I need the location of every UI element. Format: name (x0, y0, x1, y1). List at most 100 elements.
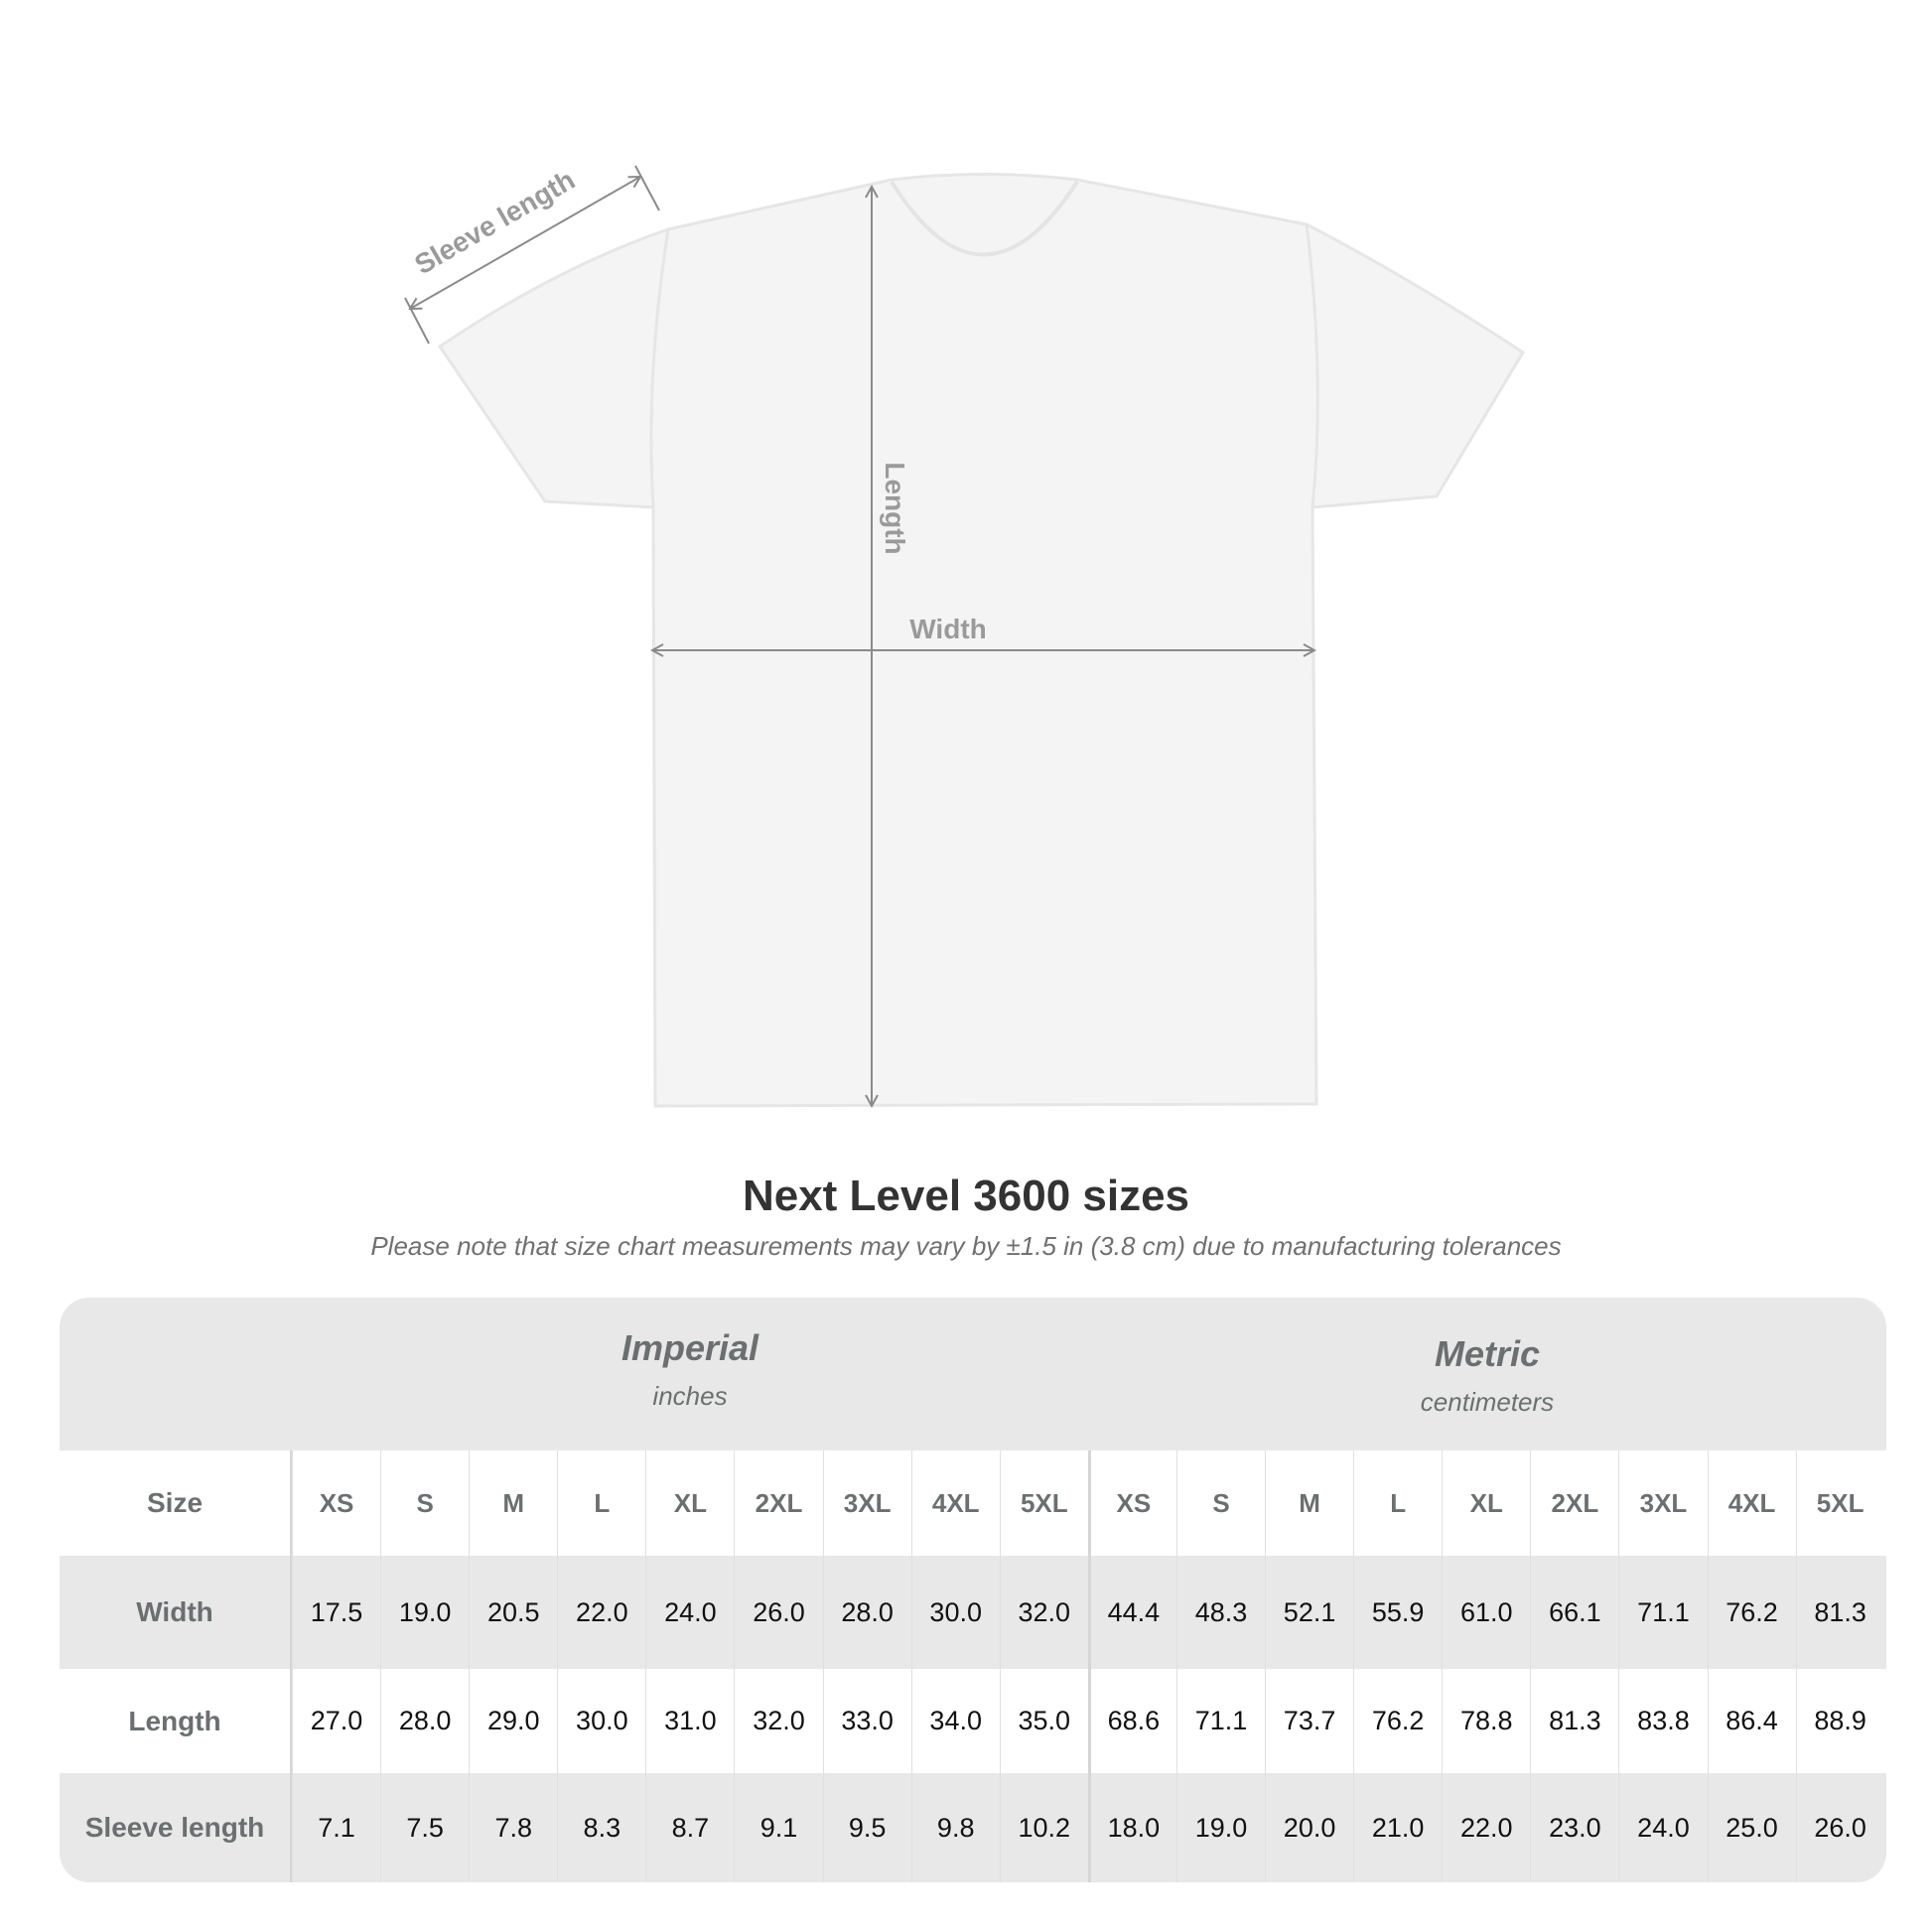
imperial-value: 17.5 (292, 1556, 380, 1669)
size-chart-table: Imperial inches Metric centimeters Size X… (60, 1298, 1886, 1882)
metric-size-m: M (1265, 1450, 1353, 1556)
tolerance-note: Please note that size chart measurements… (370, 1231, 1562, 1261)
metric-value: 19.0 (1175, 1773, 1265, 1882)
table-row-width: Width 17.5 19.0 20.5 22.0 24.0 26.0 28.0 30.0 32.… (60, 1556, 1886, 1669)
tshirt-diagram: Sleeve length Length Width (404, 164, 1526, 1152)
metric-value: 20.0 (1265, 1773, 1353, 1882)
imperial-value: 24.0 (645, 1556, 734, 1669)
imperial-size-3xl: 3XL (822, 1450, 911, 1556)
imperial-value: 20.5 (469, 1556, 557, 1669)
imperial-size-4xl: 4XL (910, 1450, 1000, 1556)
metric-value: 23.0 (1530, 1773, 1618, 1882)
imperial-size-s: S (380, 1450, 469, 1556)
metric-value: 44.4 (1087, 1556, 1176, 1669)
metric-value: 86.4 (1707, 1669, 1796, 1773)
row-label: Width (60, 1556, 292, 1669)
imperial-value: 7.1 (292, 1773, 380, 1882)
metric-value: 26.0 (1795, 1773, 1884, 1882)
metric-value: 18.0 (1087, 1773, 1176, 1882)
table-header: Imperial inches Metric centimeters (60, 1298, 1886, 1450)
imperial-size-xl: XL (645, 1450, 734, 1556)
metric-value: 71.1 (1175, 1669, 1265, 1773)
metric-value: 83.8 (1618, 1669, 1707, 1773)
imperial-value: 9.1 (734, 1773, 822, 1882)
imperial-value: 22.0 (557, 1556, 645, 1669)
imperial-value: 31.0 (645, 1669, 734, 1773)
imperial-value: 35.0 (999, 1669, 1088, 1773)
metric-size-2xl: 2XL (1530, 1450, 1618, 1556)
imperial-value: 28.0 (822, 1556, 911, 1669)
imperial-value: 7.8 (469, 1773, 557, 1882)
page-title: Next Level 3600 sizes (742, 1172, 1190, 1220)
metric-value: 71.1 (1618, 1556, 1707, 1669)
imperial-value: 34.0 (910, 1669, 1000, 1773)
imperial-value: 28.0 (380, 1669, 469, 1773)
metric-value: 66.1 (1530, 1556, 1618, 1669)
imperial-group-header: Imperial inches (292, 1327, 1088, 1412)
metric-size-s: S (1175, 1450, 1265, 1556)
imperial-value: 9.8 (910, 1773, 1000, 1882)
metric-size-xs: XS (1087, 1450, 1176, 1556)
metric-value: 81.3 (1530, 1669, 1618, 1773)
sleeve-seam-left (649, 228, 670, 508)
metric-title: Metric (1434, 1333, 1541, 1374)
metric-value: 52.1 (1265, 1556, 1353, 1669)
metric-value: 76.2 (1353, 1669, 1442, 1773)
metric-value: 61.0 (1442, 1556, 1530, 1669)
metric-size-xl: XL (1442, 1450, 1530, 1556)
tshirt-collar (890, 180, 1079, 257)
metric-value: 78.8 (1442, 1669, 1530, 1773)
imperial-value: 32.0 (999, 1556, 1088, 1669)
imperial-value: 27.0 (292, 1669, 380, 1773)
metric-group-header: Metric centimeters (1088, 1333, 1886, 1418)
imperial-size-l: L (557, 1450, 645, 1556)
metric-value: 21.0 (1353, 1773, 1442, 1882)
metric-value: 81.3 (1795, 1556, 1884, 1669)
row-label: Sleeve length (60, 1773, 292, 1882)
imperial-value: 19.0 (380, 1556, 469, 1669)
imperial-value: 33.0 (822, 1669, 911, 1773)
imperial-value: 30.0 (910, 1556, 1000, 1669)
metric-value: 24.0 (1618, 1773, 1707, 1882)
imperial-value: 26.0 (734, 1556, 822, 1669)
metric-value: 22.0 (1442, 1773, 1530, 1882)
metric-size-l: L (1353, 1450, 1442, 1556)
imperial-size-2xl: 2XL (734, 1450, 822, 1556)
sleeve-seam-right (1305, 223, 1319, 508)
table-row-sleeve-length: Sleeve length 7.1 7.5 7.8 8.3 8.7 9.1 9.5 9.8 10.… (60, 1773, 1886, 1882)
metric-value: 25.0 (1707, 1773, 1796, 1882)
imperial-value: 32.0 (734, 1669, 822, 1773)
sleeve-tick-start (404, 297, 430, 345)
metric-size-5xl: 5XL (1795, 1450, 1884, 1556)
size-label: Size (60, 1450, 292, 1556)
length-label: Length (880, 462, 910, 554)
size-header-row: Size XS S M L XL 2XL 3XL 4XL 5XL XS S M L XL 2XL 3XL 4XL 5… (60, 1450, 1886, 1556)
imperial-value: 9.5 (822, 1773, 911, 1882)
sleeve-tick-end (634, 165, 660, 211)
metric-value: 73.7 (1265, 1669, 1353, 1773)
metric-value: 76.2 (1707, 1556, 1796, 1669)
metric-size-4xl: 4XL (1707, 1450, 1796, 1556)
metric-value: 68.6 (1087, 1669, 1176, 1773)
metric-value: 88.9 (1795, 1669, 1884, 1773)
imperial-value: 8.7 (645, 1773, 734, 1882)
table-row-length: Length 27.0 28.0 29.0 30.0 31.0 32.0 33.0 34.0 35… (60, 1669, 1886, 1773)
imperial-value: 30.0 (557, 1669, 645, 1773)
imperial-value: 29.0 (469, 1669, 557, 1773)
imperial-size-m: M (469, 1450, 557, 1556)
sleeve-length-label: Sleeve length (409, 164, 580, 280)
imperial-value: 10.2 (999, 1773, 1088, 1882)
row-label: Length (60, 1669, 292, 1773)
sleeve-measure-line (410, 177, 640, 309)
metric-value: 48.3 (1175, 1556, 1265, 1669)
imperial-value: 8.3 (557, 1773, 645, 1882)
width-label: Width (909, 614, 987, 644)
imperial-size-xs: XS (292, 1450, 380, 1556)
imperial-value: 7.5 (380, 1773, 469, 1882)
metric-size-3xl: 3XL (1618, 1450, 1707, 1556)
metric-value: 55.9 (1353, 1556, 1442, 1669)
imperial-title: Imperial (621, 1327, 759, 1368)
imperial-unit: inches (652, 1381, 728, 1411)
metric-unit: centimeters (1420, 1387, 1555, 1417)
imperial-size-5xl: 5XL (999, 1450, 1088, 1556)
